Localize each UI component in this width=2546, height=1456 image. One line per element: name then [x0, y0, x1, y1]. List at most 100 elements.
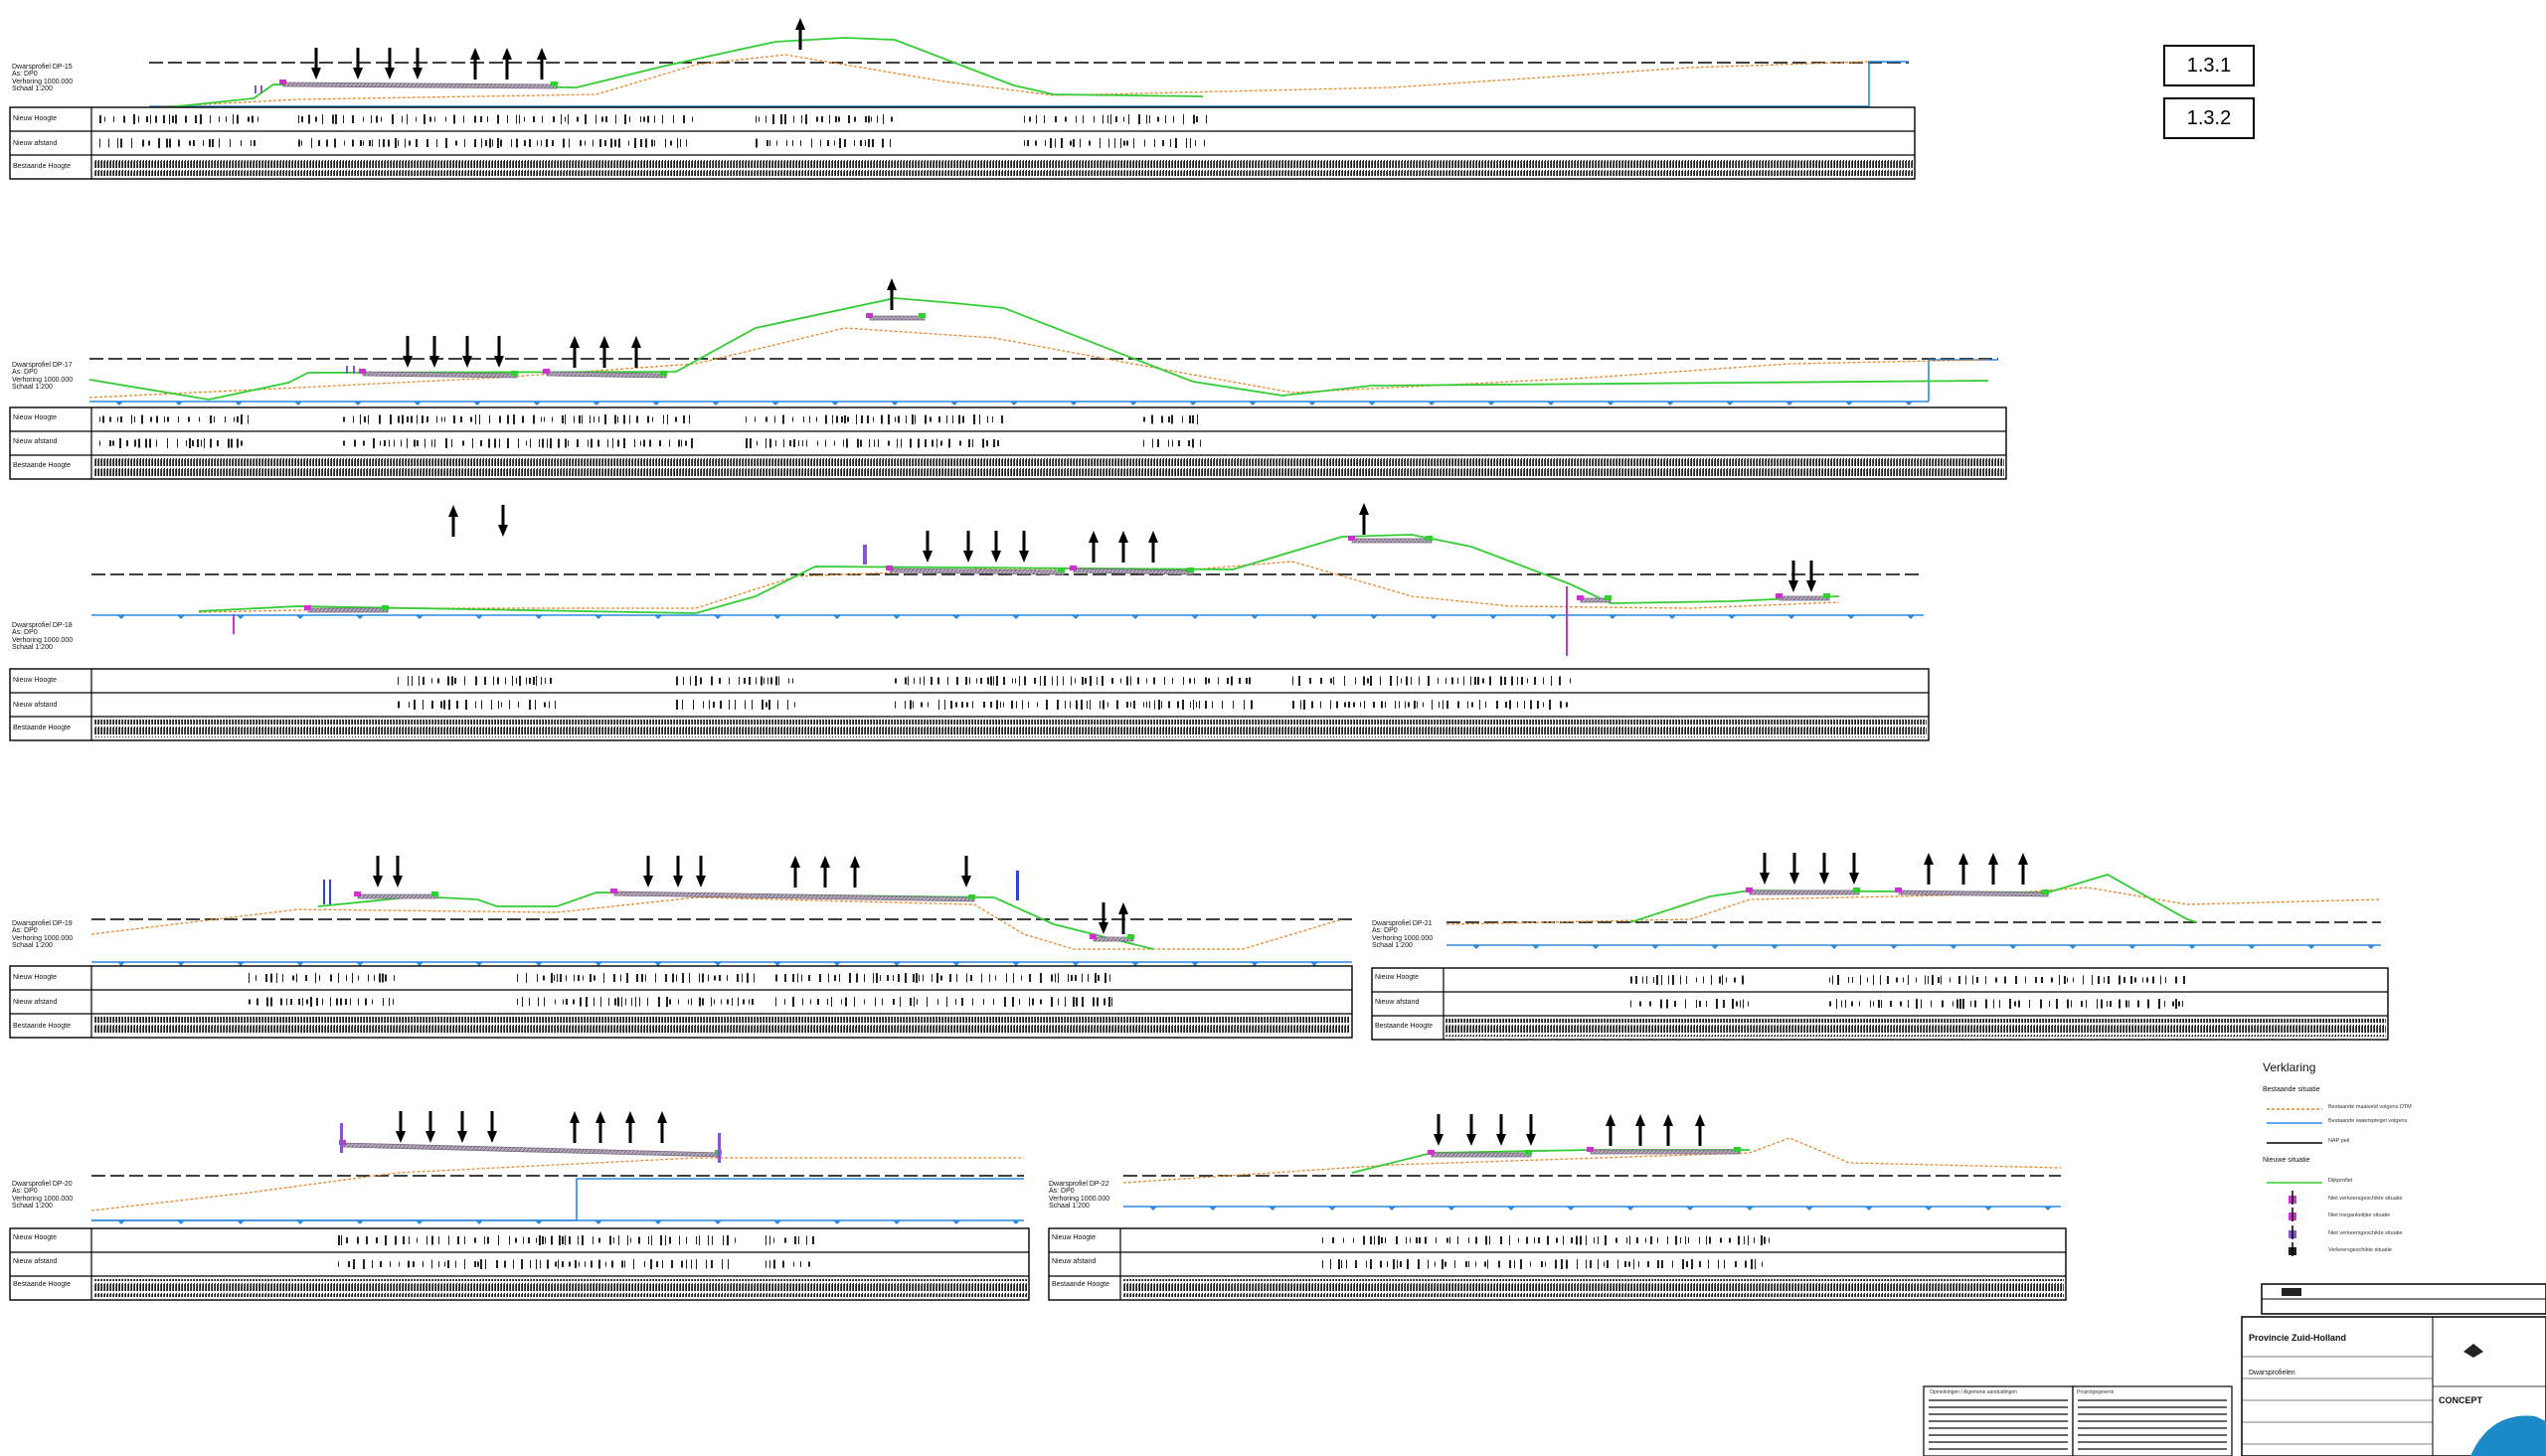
table-tick: [788, 678, 789, 684]
table-tick: [1962, 999, 1964, 1009]
table-tick: [1040, 973, 1042, 983]
table-tick: [727, 975, 728, 981]
table-tick: [2175, 976, 2177, 984]
table-tick: [464, 676, 465, 686]
table-tick: [536, 1237, 537, 1243]
legend-title: Verklaring: [2263, 1060, 2316, 1074]
new-ground-line: [317, 891, 1154, 950]
info-text-line: [2078, 1413, 2227, 1415]
table-tick: [1405, 701, 1406, 709]
table-tick: [1570, 678, 1571, 684]
table-tick: [970, 975, 972, 981]
table-tick: [1999, 1000, 2000, 1008]
table-tick: [660, 1235, 662, 1245]
table-tick: [875, 997, 876, 1007]
table-tick: [388, 139, 390, 147]
road-structure: [869, 315, 926, 321]
profile-p6: [9, 1109, 1030, 1301]
new-ground-line: [88, 297, 1989, 401]
table-tick: [1233, 701, 1234, 709]
table-tick: [1649, 1001, 1651, 1007]
table-tick: [2071, 1000, 2072, 1008]
water-marker: [893, 962, 901, 966]
table-dense-row: [93, 158, 1913, 176]
road-marker: [1605, 595, 1612, 600]
table-tick: [759, 116, 760, 122]
table-tick: [315, 973, 316, 983]
table-tick: [645, 974, 646, 982]
table-tick: [1656, 975, 1658, 985]
road-structure: [282, 81, 558, 89]
table-tick: [1543, 702, 1544, 708]
table-tick: [1206, 114, 1207, 124]
table-tick: [1873, 975, 1874, 985]
table-tick: [990, 676, 992, 686]
table-tick: [436, 139, 437, 147]
table-tick: [193, 140, 195, 146]
table-tick: [492, 139, 493, 147]
table-tick: [1110, 114, 1111, 124]
row-label-p5-0: Nieuw Hoogte: [1375, 974, 1419, 981]
profile-info-p1: Dwarsprofiel DP-15 As: DP0 Verhoring 1000.…: [12, 64, 74, 93]
table-tick: [692, 116, 693, 122]
table-tick: [1685, 1236, 1686, 1244]
table-tick: [768, 700, 770, 710]
table-tick: [1065, 997, 1066, 1007]
table-tick: [133, 114, 135, 124]
table-tick: [431, 678, 432, 684]
arrow-down-icon: [309, 46, 323, 81]
table-tick: [888, 440, 890, 446]
water-marker: [354, 402, 362, 405]
table-tick: [1309, 678, 1311, 684]
table-tick: [989, 974, 990, 982]
arrow-up-icon: [446, 503, 460, 539]
company-logo: [2470, 1415, 2546, 1456]
table-tick: [2137, 1000, 2139, 1008]
table-tick: [1559, 676, 1561, 686]
water-marker: [535, 962, 543, 966]
water-marker: [1666, 402, 1674, 405]
table-tick: [1095, 973, 1097, 983]
table-tick: [1941, 975, 1942, 985]
table-tick: [1170, 139, 1171, 147]
table-tick: [1126, 140, 1128, 146]
table-tick: [880, 975, 881, 981]
table-tick: [898, 415, 900, 423]
table-tick: [306, 999, 308, 1005]
table-tick: [683, 115, 685, 123]
table-tick: [1500, 676, 1502, 686]
table-tick: [1355, 677, 1356, 685]
table-tick: [426, 1235, 427, 1245]
table-tick: [156, 439, 157, 447]
table-tick: [541, 140, 542, 146]
table-tick: [409, 702, 410, 708]
table-tick: [1333, 677, 1334, 685]
table-dense-row: [93, 1279, 1027, 1297]
table-tick: [890, 139, 891, 147]
table-tick: [426, 416, 428, 422]
arrow-up-icon: [568, 1109, 582, 1145]
table-tick: [620, 974, 621, 982]
table-tick: [783, 439, 784, 447]
water-marker: [1726, 402, 1734, 405]
table-tick: [126, 440, 128, 446]
table-tick: [1153, 677, 1155, 685]
table-tick: [2067, 999, 2069, 1009]
table-tick: [481, 700, 482, 710]
sheet-ref-1: 1.3.1: [2163, 45, 2255, 86]
table-tick: [996, 700, 998, 710]
table-tick: [876, 973, 878, 983]
table-tick: [522, 415, 524, 423]
table-tick: [626, 973, 628, 983]
table-tick: [854, 140, 855, 146]
arrow-up-icon: [500, 46, 514, 81]
table-tick: [533, 677, 535, 685]
table-tick: [155, 115, 157, 123]
table-tick: [1143, 439, 1144, 447]
table-tick: [752, 999, 754, 1005]
table-tick: [1152, 438, 1153, 448]
table-tick: [1566, 1259, 1568, 1269]
road-structure: [357, 893, 438, 899]
table-tick: [555, 701, 556, 709]
vertical-marker: [260, 85, 262, 93]
